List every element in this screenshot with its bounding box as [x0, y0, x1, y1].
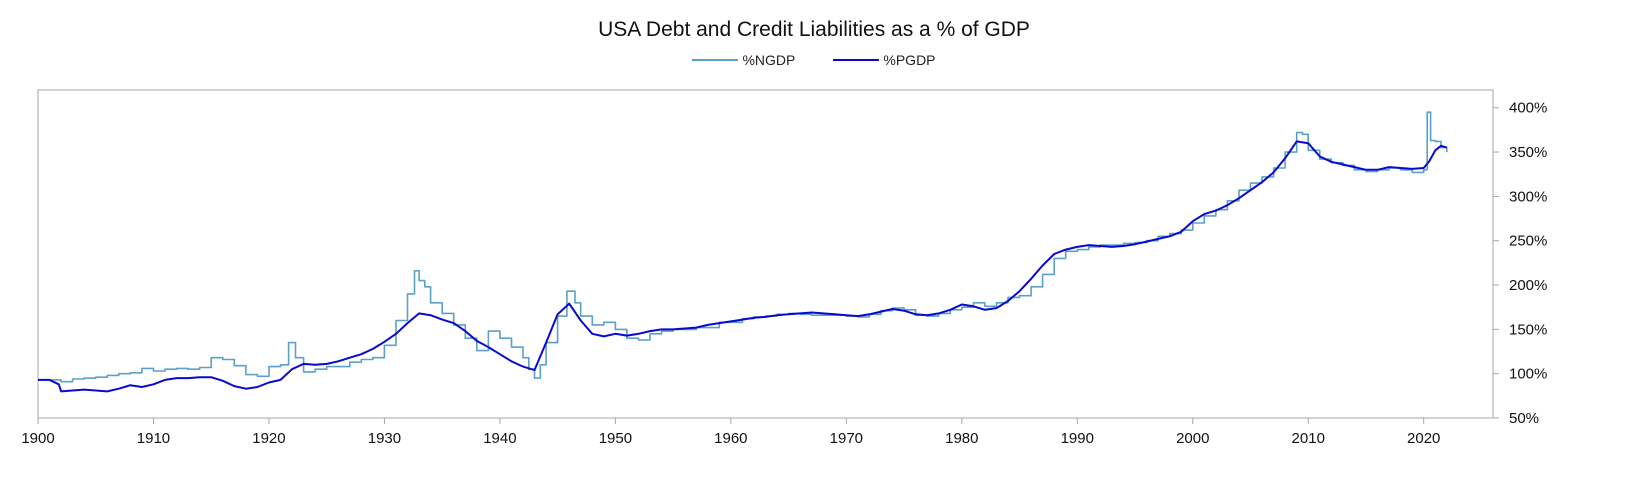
y-tick-label: 350%	[1509, 144, 1547, 161]
x-tick-label: 1950	[599, 430, 632, 447]
x-tick-label: 1980	[945, 430, 978, 447]
y-tick-label: 50%	[1509, 410, 1539, 427]
y-tick-label: 300%	[1509, 188, 1547, 205]
x-tick-label: 1920	[252, 430, 285, 447]
y-tick-label: 150%	[1509, 321, 1547, 338]
series-line-ngdp	[38, 111, 1448, 383]
legend-label-pgdp: %PGDP	[883, 52, 936, 68]
x-tick-label: 1990	[1061, 430, 1094, 447]
legend-swatch-ngdp	[692, 59, 739, 61]
y-tick-label: 400%	[1509, 100, 1547, 117]
x-tick-label: 1970	[830, 430, 863, 447]
x-tick-label: 1930	[368, 430, 401, 447]
x-tick-label: 2010	[1292, 430, 1325, 447]
series-layer	[38, 111, 1448, 393]
y-axis: 50% 100% 150% 200% 250% 300% 350% 400%	[1493, 100, 1547, 427]
x-tick-label: 1960	[714, 430, 747, 447]
x-tick-label: 1910	[137, 430, 170, 447]
legend: %NGDP %PGDP	[0, 52, 1628, 68]
y-tick-label: 200%	[1509, 277, 1547, 294]
legend-item-pgdp: %PGDP	[833, 52, 936, 68]
x-tick-label: 1900	[21, 430, 54, 447]
legend-label-ngdp: %NGDP	[742, 52, 796, 68]
legend-item-ngdp: %NGDP	[692, 52, 795, 68]
x-tick-label: 2020	[1407, 430, 1440, 447]
x-axis: 1900 1910 1920 1930 1940 1950 1960 1970 1980 1990…	[21, 418, 1440, 447]
y-tick-label: 100%	[1509, 366, 1547, 383]
series-line-pgdp	[38, 140, 1448, 393]
chart-title: USA Debt and Credit Liabilities as a % o…	[598, 18, 1030, 41]
y-tick-label: 250%	[1509, 233, 1547, 250]
legend-swatch-pgdp	[833, 59, 880, 61]
plot-area	[37, 89, 1494, 419]
x-tick-label: 1940	[483, 430, 516, 447]
x-tick-label: 2000	[1176, 430, 1209, 447]
